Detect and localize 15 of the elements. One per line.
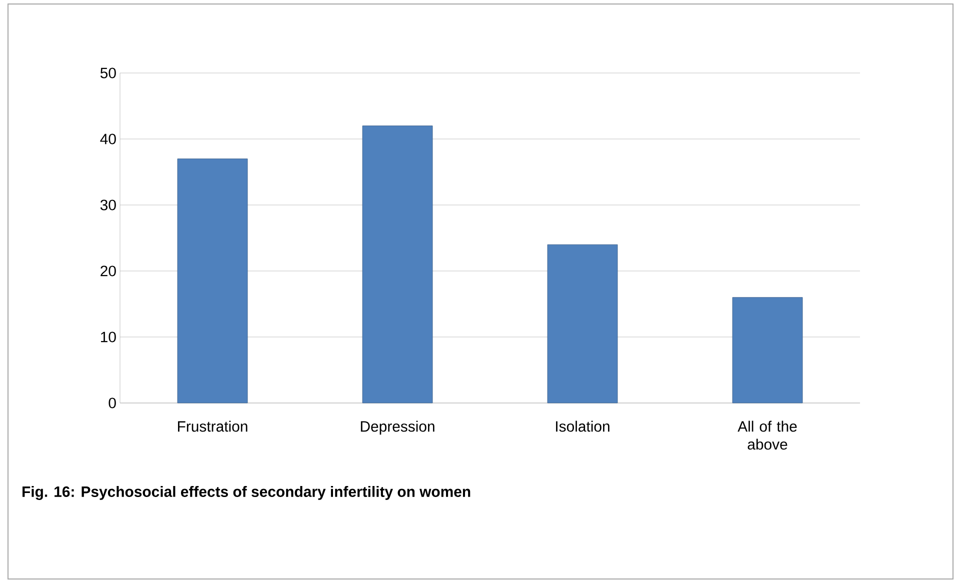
x-tick-label: All of the above (738, 420, 797, 450)
x-tick-label: Isolation (556, 420, 610, 432)
bar (362, 126, 433, 404)
y-tick-label: 10 (101, 332, 116, 342)
bar (177, 158, 248, 404)
x-tick-label: Frustration (178, 420, 248, 432)
y-tick-label: 20 (100, 266, 116, 276)
x-tick-label: Depression (360, 420, 434, 435)
text: Fig. 16: Psychosocial effects of secondary infertility on women (22, 486, 470, 500)
bar (547, 244, 618, 404)
y-tick-label: 40 (100, 134, 116, 144)
y-tick-label: 30 (100, 200, 116, 210)
y-tick-label: 0 (108, 398, 116, 408)
y-tick-label: 50 (100, 68, 116, 78)
bar (732, 297, 803, 404)
